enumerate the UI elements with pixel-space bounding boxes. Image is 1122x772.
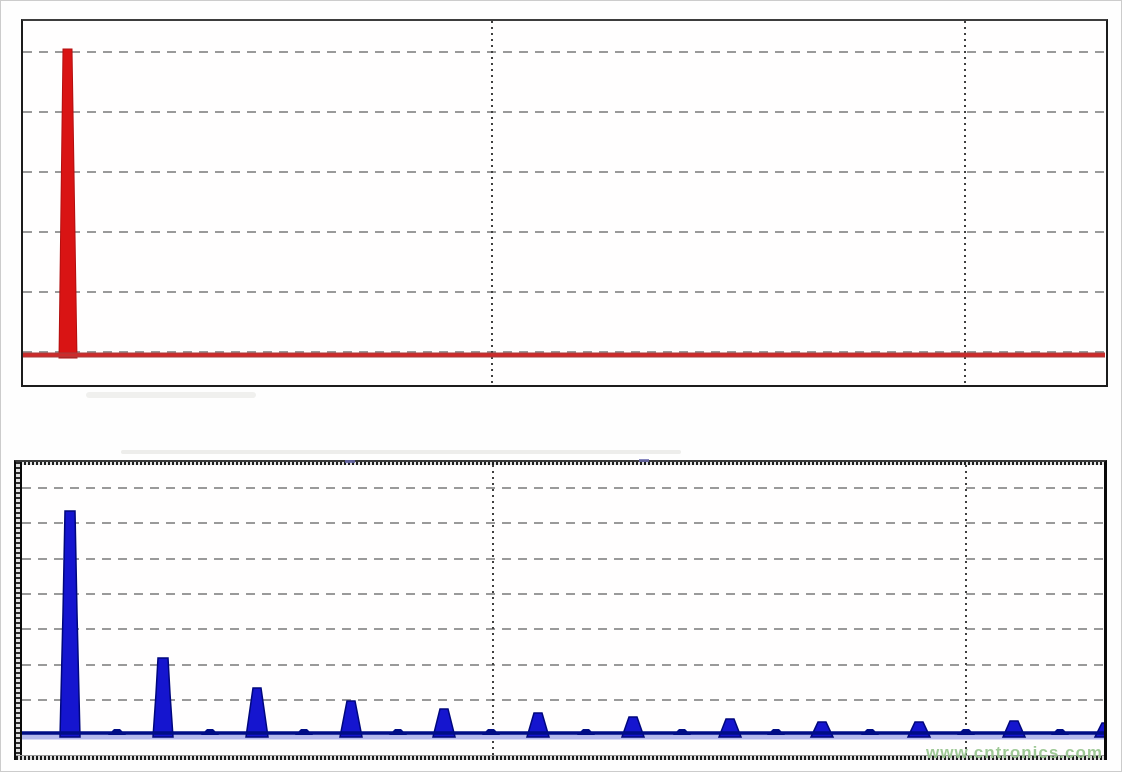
watermark-text: www.cntronics.com (926, 743, 1103, 762)
impulse-spike (58, 48, 78, 359)
harmonic-peak (59, 510, 81, 738)
harmonic-peak (432, 708, 456, 738)
dotted-bottom-border (16, 755, 1104, 760)
compression-artifact (86, 392, 256, 398)
compression-artifact (121, 450, 681, 454)
harmonic-peak (152, 657, 174, 738)
compression-artifact (639, 459, 649, 462)
compression-artifact (345, 460, 355, 463)
harmonic-spectrum-chart (14, 460, 1107, 760)
harmonic-spectrum-plot (22, 465, 1104, 755)
harmonic-peak (1093, 722, 1104, 738)
harmonic-peak (339, 700, 363, 738)
impulse-time-domain-plot (23, 21, 1105, 385)
dotted-left-border (16, 462, 22, 760)
dotted-top-border (16, 462, 1104, 465)
harmonic-peak (245, 687, 269, 738)
impulse-time-domain-chart (21, 19, 1108, 387)
harmonic-peak (526, 712, 550, 738)
